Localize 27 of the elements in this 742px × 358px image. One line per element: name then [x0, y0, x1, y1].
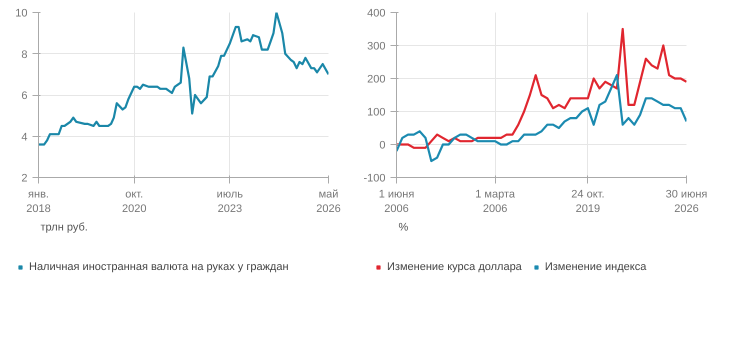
legend-label: Наличная иностранная валюта на руках у граждан: [29, 261, 289, 273]
y-tick-label: 100: [367, 106, 386, 118]
line-series: [396, 28, 686, 149]
x-tick-label: янв. 2018: [26, 188, 51, 215]
legend-label: Изменение индекса: [544, 261, 646, 273]
line-series: [396, 74, 686, 162]
x-tick-label: июль 2023: [216, 188, 244, 215]
x-tick-label: 1 июня 2006: [378, 188, 414, 215]
y-tick-label: 300: [367, 40, 386, 52]
x-tick-label: 24 окт. 2019: [571, 188, 605, 215]
y-tick-label: 6: [21, 90, 28, 102]
y-tick-label: 2: [21, 172, 28, 184]
y-tick-label: 0: [379, 140, 386, 152]
x-tick-label: 30 июня 2026: [666, 188, 708, 215]
x-tick-label: 1 марта 2006: [475, 188, 516, 215]
y-tick-label: 200: [367, 74, 386, 86]
y-tick-label: 8: [21, 48, 28, 61]
text: трлн руб.: [40, 222, 88, 234]
legend-label: Изменение курса доллара: [387, 261, 522, 273]
x-tick-label: май 2026: [316, 188, 341, 215]
y-tick-label: 4: [21, 131, 28, 144]
y-tick-label: -100: [363, 172, 386, 184]
y-tick-label: 10: [15, 8, 28, 20]
y-tick-label: 400: [367, 8, 386, 20]
x-tick-label: окт. 2020: [122, 188, 146, 215]
line-series: [38, 12, 328, 146]
text: %: [398, 222, 408, 234]
